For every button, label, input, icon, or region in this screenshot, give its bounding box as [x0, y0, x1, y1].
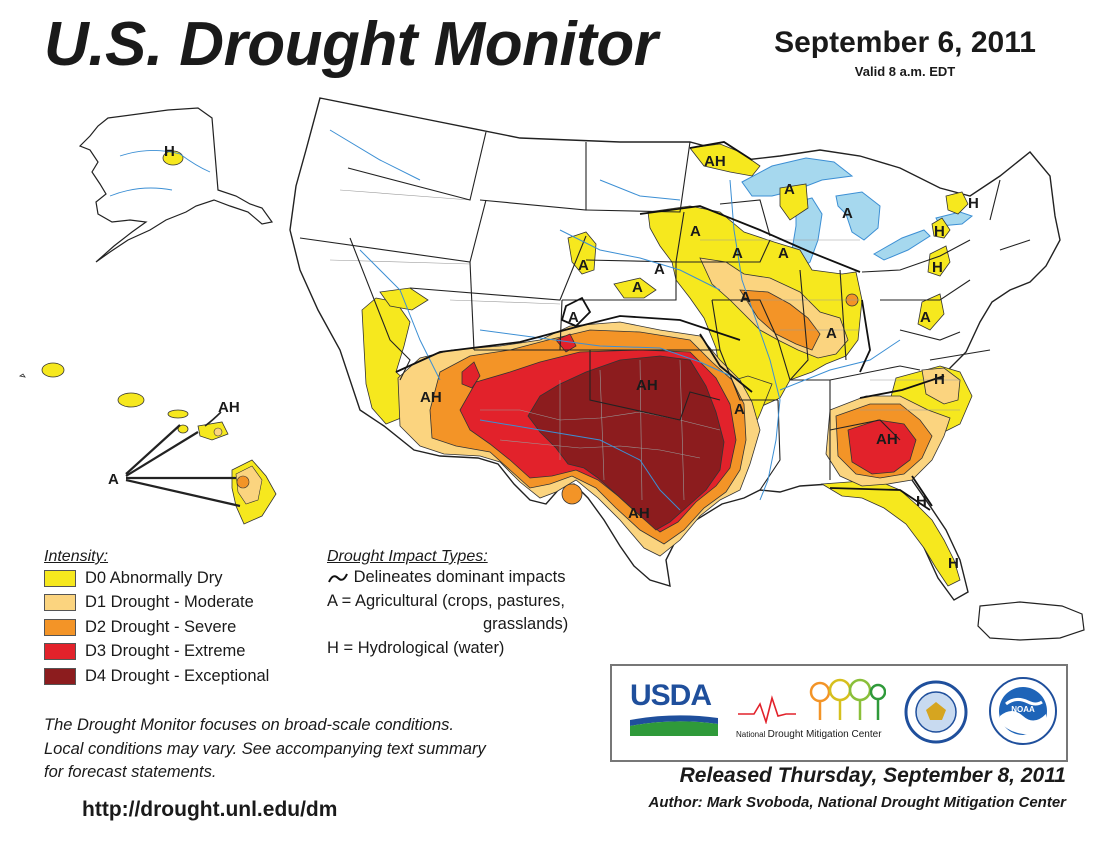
- noaa-logo: NOAA: [989, 677, 1057, 745]
- puerto-rico: [977, 601, 1085, 641]
- impact-delineations: [395, 141, 945, 511]
- label-az-ah: AH: [420, 389, 442, 406]
- disclaimer-note: The Drought Monitor focuses on broad-sca…: [44, 714, 604, 785]
- label-sd-a: A: [578, 257, 589, 274]
- partner-logos: USDA National Drought Mitigation Center: [610, 664, 1068, 762]
- state-borders: [299, 131, 1031, 491]
- label-ar-a: A: [734, 401, 745, 418]
- label-co-a: A: [568, 309, 579, 326]
- label-wi-a2: A: [778, 245, 789, 262]
- hawaii: [18, 362, 277, 525]
- label-ga-ah: AH: [876, 431, 898, 448]
- label-ia-a: A: [740, 289, 751, 306]
- hydrological-label: H = Hydrological (water): [327, 638, 505, 657]
- impact-labels: H AH A AH A A H H H A A A A A A A A A A …: [108, 143, 979, 572]
- label-ne-a2: A: [632, 279, 643, 296]
- impact-heading: Drought Impact Types:: [327, 548, 488, 565]
- website-url[interactable]: http://drought.unl.edu/dm: [82, 798, 338, 821]
- label-mi-a: A: [842, 205, 853, 222]
- intensity-item: D0 Abnormally Dry: [44, 566, 269, 591]
- label-hawaii-a: A: [108, 471, 119, 488]
- label-mn-a: A: [690, 223, 701, 240]
- label-alaska-h: H: [164, 143, 175, 160]
- intensity-label: D1 Drought - Moderate: [85, 593, 254, 612]
- intensity-rows: D0 Abnormally Dry D1 Drought - Moderate D2…: [44, 566, 269, 689]
- conus: H AH A AH A A H H H A A A A A A A A A A …: [108, 97, 1061, 601]
- intensity-swatch: [44, 667, 76, 685]
- lake-erie: [873, 229, 931, 261]
- map-date: September 6, 2011: [774, 26, 1036, 59]
- intensity-swatch: [44, 594, 76, 612]
- rivers: [329, 129, 901, 511]
- map-title: U.S. Drought Monitor: [44, 10, 658, 79]
- label-ok-ah: AH: [636, 377, 658, 394]
- release-date: Released Thursday, September 8, 2011: [679, 764, 1066, 787]
- agricultural-label-cont: grasslands): [483, 615, 569, 633]
- intensity-heading: Intensity:: [44, 548, 109, 565]
- intensity-item: D2 Drought - Severe: [44, 615, 269, 640]
- ndmc-logo: National Drought Mitigation Center: [736, 676, 887, 750]
- intensity-label: D2 Drought - Severe: [85, 617, 237, 636]
- intensity-swatch: [44, 569, 76, 587]
- label-in-a: A: [826, 325, 837, 342]
- delineates-label: Delineates dominant impacts: [353, 568, 566, 586]
- label-va-a: A: [920, 309, 931, 326]
- intensity-swatch: [44, 618, 76, 636]
- intensity-label: D3 Drought - Extreme: [85, 642, 246, 661]
- ndmc-text-1: National: [736, 730, 766, 739]
- valid-time: Valid 8 a.m. EDT: [854, 64, 956, 79]
- label-mn-ah: AH: [704, 153, 726, 170]
- label-fl-h2: H: [948, 555, 959, 572]
- label-fl-h: H: [916, 493, 927, 510]
- intensity-label: D0 Abnormally Dry: [85, 568, 223, 587]
- lake-huron: [835, 191, 881, 241]
- intensity-swatch: [44, 643, 76, 661]
- delineation-line-icon: [328, 573, 348, 583]
- note-line-3: for forecast statements.: [44, 763, 217, 781]
- d4-areas: [527, 355, 725, 531]
- label-hawaii-ah: AH: [218, 399, 240, 416]
- label-pa-h: H: [932, 259, 943, 276]
- agricultural-label: A = Agricultural (crops, pastures,: [327, 591, 565, 610]
- label-mn-a2: A: [732, 245, 743, 262]
- ndmc-trees-icon: [738, 678, 887, 725]
- label-tx-ah: AH: [628, 505, 650, 522]
- intensity-label: D4 Drought - Exceptional: [85, 666, 270, 685]
- usda-hills-icon: [630, 715, 718, 736]
- label-wi-a: A: [784, 181, 795, 198]
- intensity-item: D4 Drought - Exceptional: [44, 664, 269, 689]
- alaska-d0-area: [162, 150, 184, 166]
- label-nc-h: H: [934, 371, 945, 388]
- intensity-item: D3 Drought - Extreme: [44, 640, 269, 665]
- author-credit: Author: Mark Svoboda, National Drought M…: [648, 794, 1067, 811]
- ndmc-text-2: Drought Mitigation Center: [767, 729, 882, 740]
- usda-logo-text: USDA: [630, 679, 712, 712]
- delineates-row: Delineates dominant impacts: [327, 566, 627, 590]
- intensity-legend: Intensity: D0 Abnormally Dry D1 Drought -…: [44, 548, 269, 689]
- label-ny-h2: H: [934, 223, 945, 240]
- intensity-item: D1 Drought - Moderate: [44, 591, 269, 616]
- label-ny-h: H: [968, 195, 979, 212]
- lake-superior: [741, 157, 854, 197]
- impact-legend: Drought Impact Types: Delineates dominan…: [327, 548, 627, 660]
- commerce-seal-icon: [904, 680, 968, 744]
- alaska: [78, 107, 274, 263]
- usda-logo: USDA: [630, 680, 718, 740]
- note-line-2: Local conditions may vary. See accompany…: [44, 739, 486, 758]
- label-ne-a: A: [654, 261, 665, 278]
- note-line-1: The Drought Monitor focuses on broad-sca…: [44, 716, 454, 734]
- noaa-logo-text: NOAA: [1011, 705, 1035, 714]
